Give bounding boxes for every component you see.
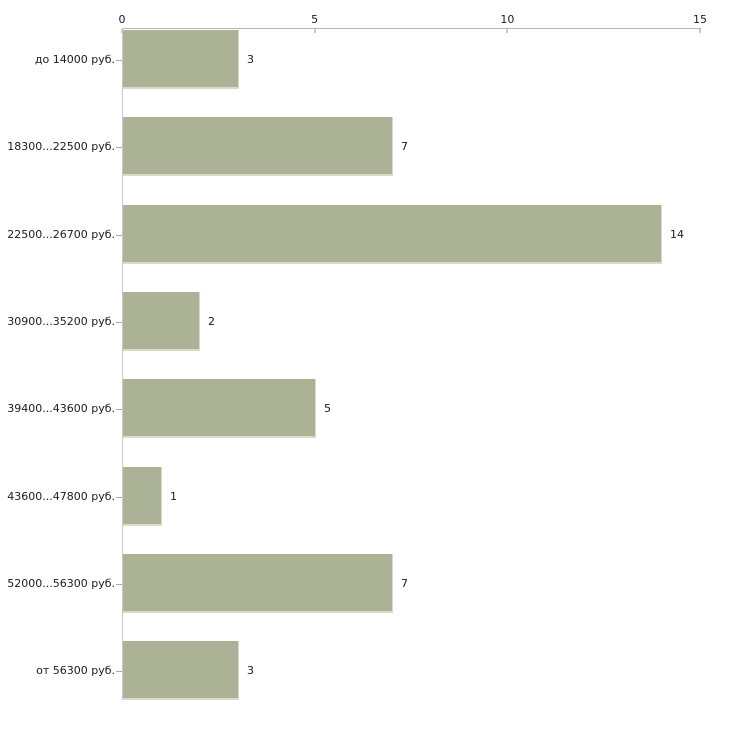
bar [123, 205, 662, 264]
x-axis-tick-label: 15 [693, 13, 707, 26]
y-axis-tick-mark [116, 235, 122, 236]
y-axis-tick-mark [116, 584, 122, 585]
x-axis-tick-mark [699, 29, 701, 33]
value-label: 2 [208, 315, 215, 328]
category-label: от 56300 руб. [36, 664, 115, 677]
category-label: 22500...26700 руб. [7, 228, 115, 241]
bar [123, 292, 200, 351]
value-label: 3 [247, 664, 254, 677]
x-axis-tick-label: 0 [118, 13, 126, 26]
bar [123, 641, 239, 700]
x-axis-line [122, 28, 701, 29]
bar [123, 379, 316, 438]
x-axis-tick-mark [121, 29, 123, 33]
category-label: 18300...22500 руб. [7, 140, 115, 153]
value-label: 1 [170, 490, 177, 503]
bar [123, 117, 393, 176]
x-axis-tick-label: 10 [500, 13, 515, 26]
y-axis-tick-mark [116, 497, 122, 498]
x-axis-tick-mark [506, 29, 509, 33]
x-axis-tick-mark [313, 29, 316, 33]
y-axis-line [122, 28, 123, 700]
value-label: 7 [401, 577, 408, 590]
y-axis-tick-mark [116, 322, 122, 323]
bar [123, 467, 162, 526]
x-axis-tick-label: 5 [311, 13, 319, 26]
bar [123, 554, 393, 613]
y-axis-tick-mark [116, 60, 122, 61]
y-axis-tick-mark [116, 409, 122, 410]
category-label: 39400...43600 руб. [7, 402, 115, 415]
value-label: 3 [247, 53, 254, 66]
category-label: до 14000 руб. [34, 53, 115, 66]
category-label: 52000...56300 руб. [7, 577, 115, 590]
y-axis-tick-mark [116, 671, 122, 672]
value-label: 7 [401, 140, 408, 153]
category-label: 30900...35200 руб. [7, 315, 115, 328]
y-axis-tick-mark [116, 147, 122, 148]
value-label: 5 [324, 402, 331, 415]
category-label: 43600...47800 руб. [7, 490, 115, 503]
bar [123, 30, 239, 89]
value-label: 14 [670, 228, 684, 241]
